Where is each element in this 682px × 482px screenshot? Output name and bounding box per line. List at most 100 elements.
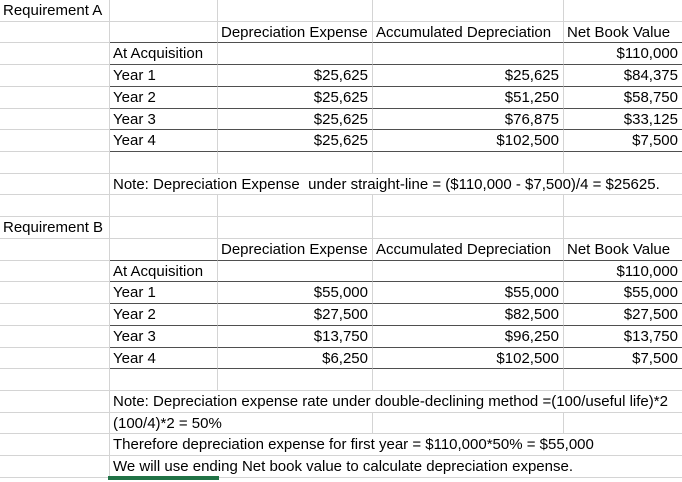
- net-book-value-cell[interactable]: $110,000: [564, 261, 682, 283]
- row-label-cell[interactable]: Year 3: [110, 325, 218, 348]
- empty-cell[interactable]: [373, 195, 564, 218]
- empty-cell[interactable]: [0, 195, 110, 218]
- empty-cell[interactable]: [0, 238, 110, 261]
- empty-cell[interactable]: [0, 65, 110, 87]
- depreciation-expense-cell[interactable]: $25,625: [218, 65, 373, 87]
- note-cell[interactable]: Therefore depreciation expense for first…: [110, 434, 682, 457]
- accumulated-depreciation-cell[interactable]: $76,875: [373, 108, 564, 131]
- note-cell[interactable]: Note: Depreciation expense rate under do…: [110, 391, 682, 413]
- empty-cell[interactable]: [218, 0, 373, 22]
- depreciation-expense-cell[interactable]: $25,625: [218, 130, 373, 153]
- empty-cell[interactable]: [564, 369, 682, 391]
- empty-cell[interactable]: [373, 412, 564, 435]
- net-book-value-cell[interactable]: $7,500: [564, 130, 682, 153]
- empty-cell[interactable]: [0, 347, 110, 370]
- depreciation-expense-cell[interactable]: $13,750: [218, 325, 373, 348]
- depreciation-expense-cell[interactable]: $55,000: [218, 282, 373, 305]
- empty-cell[interactable]: [110, 195, 218, 218]
- net-book-value-cell[interactable]: $7,500: [564, 348, 682, 370]
- empty-cell[interactable]: [218, 217, 373, 239]
- accumulated-depreciation-cell[interactable]: [373, 260, 564, 283]
- empty-cell[interactable]: [218, 195, 373, 218]
- depreciation-expense-cell[interactable]: $25,625: [218, 108, 373, 131]
- empty-cell[interactable]: [0, 130, 110, 153]
- depreciation-expense-cell[interactable]: $25,625: [218, 86, 373, 109]
- empty-cell[interactable]: [564, 195, 682, 218]
- empty-cell[interactable]: [564, 413, 682, 435]
- empty-cell[interactable]: [0, 325, 110, 348]
- empty-cell[interactable]: [0, 282, 110, 305]
- depreciation-expense-cell[interactable]: $27,500: [218, 304, 373, 326]
- empty-cell[interactable]: [0, 456, 110, 478]
- empty-cell[interactable]: [110, 0, 218, 22]
- empty-cell[interactable]: [110, 369, 218, 391]
- net-book-value-cell[interactable]: $33,125: [564, 109, 682, 131]
- row-label-cell[interactable]: Year 4: [110, 347, 218, 370]
- depreciation-expense-header[interactable]: Depreciation Expense: [218, 238, 373, 261]
- depreciation-expense-header[interactable]: Depreciation Expense: [218, 21, 373, 44]
- cell-requirement-b-title[interactable]: Requirement B: [0, 217, 110, 239]
- empty-cell[interactable]: [564, 0, 682, 22]
- empty-cell[interactable]: [0, 434, 110, 457]
- row-label-cell[interactable]: Year 3: [110, 108, 218, 131]
- empty-cell[interactable]: [0, 390, 110, 413]
- empty-cell[interactable]: [373, 369, 564, 391]
- net-book-value-cell[interactable]: $110,000: [564, 43, 682, 66]
- net-book-value-header[interactable]: Net Book Value: [564, 22, 682, 44]
- cell-requirement-a-title[interactable]: Requirement A: [0, 0, 110, 22]
- accumulated-depreciation-cell[interactable]: $102,500: [373, 347, 564, 370]
- row-label-cell[interactable]: Year 1: [110, 65, 218, 87]
- note-cell[interactable]: We will use ending Net book value to cal…: [110, 456, 682, 478]
- note-cell[interactable]: Note: Depreciation Expense under straigh…: [110, 174, 682, 196]
- note-cell[interactable]: (100/4)*2 = 50%: [110, 412, 373, 435]
- empty-cell[interactable]: [218, 369, 373, 391]
- row-label-cell[interactable]: Year 2: [110, 86, 218, 109]
- accumulated-depreciation-header[interactable]: Accumulated Depreciation: [373, 238, 564, 261]
- accumulated-depreciation-cell[interactable]: $82,500: [373, 304, 564, 326]
- empty-cell[interactable]: [0, 173, 110, 196]
- depreciation-expense-cell[interactable]: [218, 260, 373, 283]
- accumulated-depreciation-cell[interactable]: $25,625: [373, 65, 564, 87]
- empty-cell[interactable]: [0, 304, 110, 326]
- net-book-value-cell[interactable]: $27,500: [564, 304, 682, 326]
- empty-cell[interactable]: [0, 108, 110, 131]
- accumulated-depreciation-cell[interactable]: $51,250: [373, 86, 564, 109]
- row-label-cell[interactable]: At Acquisition: [110, 260, 218, 283]
- net-book-value-header[interactable]: Net Book Value: [564, 239, 682, 261]
- net-book-value-cell[interactable]: $55,000: [564, 282, 682, 305]
- empty-cell[interactable]: [110, 21, 218, 44]
- net-book-value-cell[interactable]: $84,375: [564, 65, 682, 87]
- depreciation-expense-cell[interactable]: $6,250: [218, 347, 373, 370]
- row-label-cell[interactable]: Year 4: [110, 130, 218, 153]
- empty-cell[interactable]: [0, 21, 110, 44]
- empty-cell[interactable]: [373, 217, 564, 239]
- row-label-cell[interactable]: At Acquisition: [110, 43, 218, 66]
- accumulated-depreciation-header[interactable]: Accumulated Depreciation: [373, 21, 564, 44]
- empty-cell[interactable]: [110, 152, 218, 174]
- row-label-cell[interactable]: Year 2: [110, 304, 218, 326]
- row-label-cell[interactable]: Year 1: [110, 282, 218, 305]
- empty-cell[interactable]: [564, 217, 682, 239]
- empty-cell[interactable]: [0, 369, 110, 391]
- empty-cell[interactable]: [564, 152, 682, 174]
- accumulated-depreciation-cell[interactable]: $55,000: [373, 282, 564, 305]
- empty-cell[interactable]: [0, 152, 110, 174]
- empty-cell[interactable]: [0, 412, 110, 435]
- net-book-value-cell[interactable]: $13,750: [564, 326, 682, 348]
- empty-cell[interactable]: [373, 152, 564, 174]
- depreciation-expense-cell[interactable]: [218, 43, 373, 66]
- accumulated-depreciation-cell[interactable]: [373, 43, 564, 66]
- net-book-value-cell[interactable]: $58,750: [564, 87, 682, 109]
- empty-cell[interactable]: [0, 86, 110, 109]
- accumulated-depreciation-cell[interactable]: $96,250: [373, 325, 564, 348]
- active-cell-selection-border: [108, 476, 219, 480]
- empty-cell[interactable]: [110, 238, 218, 261]
- empty-cell[interactable]: [110, 217, 218, 239]
- empty-cell[interactable]: [0, 43, 110, 66]
- empty-cell[interactable]: [218, 152, 373, 174]
- empty-cell[interactable]: [0, 260, 110, 283]
- empty-cell[interactable]: [373, 0, 564, 22]
- accumulated-depreciation-cell[interactable]: $102,500: [373, 130, 564, 153]
